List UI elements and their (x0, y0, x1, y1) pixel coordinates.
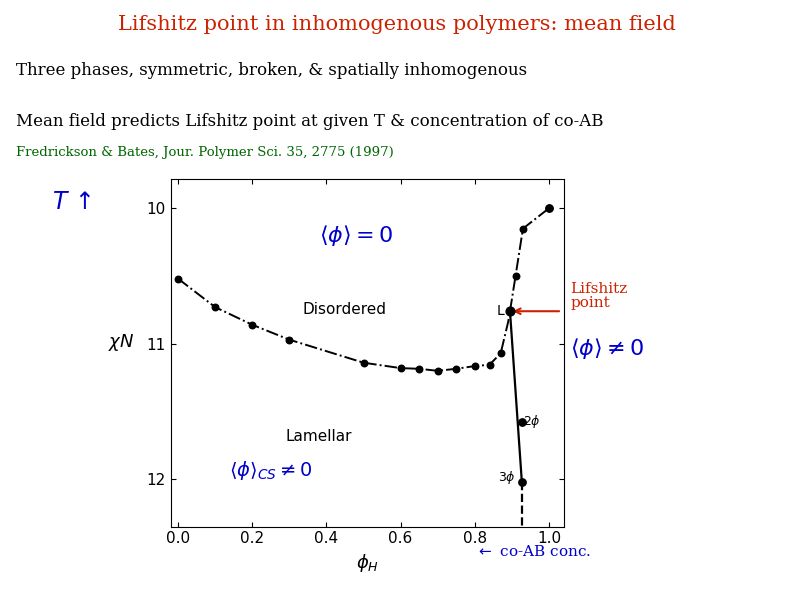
Point (283, 335, 295, 345)
Point (450, 364, 463, 374)
Y-axis label: $\chi N$: $\chi N$ (109, 331, 135, 352)
Text: L: L (497, 304, 504, 318)
Text: Lamellar: Lamellar (286, 429, 353, 444)
Point (542, 203, 555, 213)
Text: Lifshitz: Lifshitz (570, 281, 627, 296)
Text: $2\phi$: $2\phi$ (523, 414, 542, 430)
Point (517, 224, 530, 233)
Text: point: point (570, 296, 610, 311)
Text: $3\phi$: $3\phi$ (498, 469, 515, 486)
Text: Three phases, symmetric, broken, & spatially inhomogenous: Three phases, symmetric, broken, & spati… (16, 62, 527, 80)
Text: Lifshitz point in inhomogenous polymers: mean field: Lifshitz point in inhomogenous polymers:… (118, 15, 676, 34)
Point (495, 349, 507, 358)
Point (542, 203, 555, 213)
Point (209, 302, 222, 312)
Point (503, 306, 516, 316)
Point (515, 477, 528, 487)
Point (413, 364, 426, 374)
Text: $\langle\phi\rangle_{CS} \neq 0$: $\langle\phi\rangle_{CS} \neq 0$ (229, 459, 313, 483)
Text: Mean field predicts Lifshitz point at given T & concentration of co-AB: Mean field predicts Lifshitz point at gi… (16, 113, 603, 130)
Point (357, 358, 370, 368)
Point (431, 366, 444, 375)
Text: $\leftarrow$ co-AB conc.: $\leftarrow$ co-AB conc. (476, 544, 592, 559)
Text: $\langle\phi\rangle \neq 0$: $\langle\phi\rangle \neq 0$ (570, 336, 644, 361)
Point (509, 271, 522, 281)
Point (468, 361, 481, 371)
Text: $T\,\uparrow$: $T\,\uparrow$ (52, 190, 91, 214)
Point (515, 418, 528, 427)
Text: $\langle\phi\rangle = 0$: $\langle\phi\rangle = 0$ (319, 223, 393, 248)
Point (484, 360, 496, 369)
Point (246, 320, 259, 330)
Text: Disordered: Disordered (303, 302, 387, 317)
Text: Fredrickson & Bates, Jour. Polymer Sci. 35, 2775 (1997): Fredrickson & Bates, Jour. Polymer Sci. … (16, 146, 394, 159)
Point (172, 274, 184, 283)
Point (503, 306, 516, 316)
Point (395, 364, 407, 373)
X-axis label: $\phi_H$: $\phi_H$ (356, 552, 379, 574)
